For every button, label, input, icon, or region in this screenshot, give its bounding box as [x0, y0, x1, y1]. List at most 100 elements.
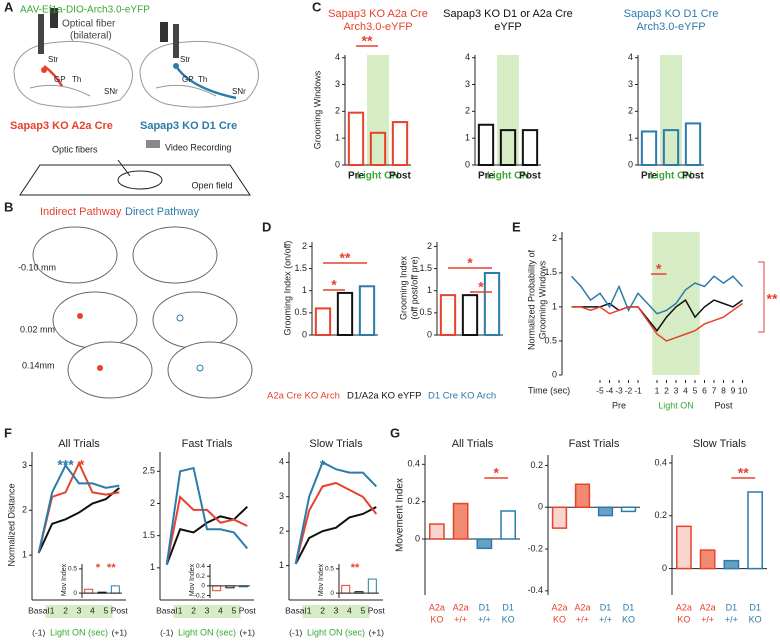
panel-b-art: [32, 226, 253, 399]
chart-title: Fast Trials: [569, 438, 620, 450]
x-tick-label: Pre: [641, 171, 658, 182]
x-tick-label: D1: [502, 602, 514, 612]
brain-outline: [13, 40, 133, 108]
label: (bilateral): [70, 31, 112, 42]
slice: [67, 341, 153, 399]
x-tick-label: Post: [519, 171, 541, 182]
x-tick-label: 1: [307, 605, 312, 615]
y-tick-label: 0.5: [544, 335, 557, 345]
label: Post: [714, 400, 733, 410]
label: SNr: [104, 87, 118, 96]
x-tick-label: 3: [674, 385, 679, 395]
y-tick-label: 0.4: [654, 457, 667, 467]
significance: **: [107, 562, 116, 574]
x-tick-label: 2: [320, 605, 325, 615]
line-series: [37, 463, 120, 554]
x-tick-label: 9: [731, 385, 736, 395]
x-tick-label: 5: [693, 385, 698, 395]
x-tick-label: Basal: [156, 605, 177, 615]
x-tick-label: 1: [655, 385, 660, 395]
bar: [500, 510, 516, 540]
chart-title: All Trials: [58, 438, 100, 450]
significance: *: [96, 562, 101, 574]
injection-site: [173, 63, 179, 69]
y-tick-label: 0.4: [407, 459, 420, 469]
x-tick-label: KO: [749, 614, 762, 624]
bar: [620, 506, 637, 513]
y-tick-label: 4: [628, 52, 633, 62]
label: Grooming Windows: [312, 70, 322, 149]
y-tick-label: 0: [552, 369, 557, 379]
fiber-site: [196, 364, 204, 372]
y-tick-label: 4: [279, 457, 284, 467]
significance: ***: [57, 457, 74, 473]
y-tick-label: 0: [302, 329, 307, 339]
y-tick-label: 2: [302, 241, 307, 251]
significance: **: [738, 465, 749, 481]
significance: *: [656, 261, 662, 277]
x-tick-label: 2: [63, 605, 68, 615]
y-tick-label: 1: [279, 560, 284, 570]
x-tick-label: +/+: [478, 614, 491, 624]
label: Str: [180, 55, 191, 64]
bar: [574, 483, 591, 508]
y-tick-label: 2: [335, 106, 340, 116]
bar: [358, 285, 376, 336]
bracket: [758, 261, 765, 333]
chart-title: Sapap3 KO D1 or A2a Cre: [443, 8, 573, 20]
x-tick-label: A2a: [551, 602, 567, 612]
label: Light ON (sec): [307, 627, 365, 637]
y-tick-label: 2: [22, 505, 27, 515]
x-tick-label: 5: [103, 605, 108, 615]
x-tick-label: +/+: [599, 614, 612, 624]
x-tick-label: -3: [615, 385, 623, 395]
y-tick-label: 2: [150, 498, 155, 508]
fiber-site: [176, 314, 184, 322]
line-series: [294, 460, 378, 565]
y-tick-label: 0: [330, 590, 334, 597]
chart-title: Sapap3 KO A2a Cre: [328, 8, 428, 20]
label: Indirect Pathway: [40, 206, 122, 218]
y-tick-label: 0.5: [294, 307, 307, 317]
y-tick-label: 1: [302, 285, 307, 295]
open-field-box: [19, 164, 251, 196]
x-tick-label: D1: [749, 602, 761, 612]
bar: [483, 272, 501, 336]
y-tick-label: 1: [465, 133, 470, 143]
x-tick-label: Post: [239, 605, 257, 615]
label: Grooming Windows: [537, 260, 547, 339]
light-on-shade: [367, 55, 389, 165]
x-tick-label: 5: [360, 605, 365, 615]
label: Normalized Probability of: [526, 249, 536, 350]
y-tick-label: 0: [628, 159, 633, 169]
y-tick-label: 0.2: [407, 496, 420, 506]
x-tick-label: 10: [738, 385, 748, 395]
label: Str: [48, 55, 59, 64]
chart-title: All Trials: [452, 438, 494, 450]
x-tick-label: 2: [664, 385, 669, 395]
significance: *: [467, 255, 473, 271]
significance: *: [494, 465, 500, 481]
bar: [439, 294, 457, 336]
camera: [146, 140, 160, 148]
y-tick-label: 1: [427, 285, 432, 295]
x-tick-label: 2: [191, 605, 196, 615]
x-tick-label: 4: [90, 605, 95, 615]
x-tick-label: A2a: [574, 602, 590, 612]
legend-entry: A2a Cre KO Arch: [267, 391, 340, 402]
y-tick-label: 0: [415, 533, 420, 543]
direct-projection: [174, 65, 237, 100]
fiber-site: [97, 365, 103, 371]
y-tick-label: 1.5: [544, 267, 557, 277]
mouse: [117, 170, 163, 190]
y-tick-label: 0.2: [654, 510, 667, 520]
panel-letter: D: [262, 219, 271, 234]
bar: [662, 129, 680, 166]
y-tick-label: 0.2: [196, 573, 205, 580]
slice: [167, 341, 253, 399]
y-tick-label: 2.5: [142, 466, 155, 476]
bar: [699, 549, 716, 570]
panel-letter: F: [4, 425, 12, 440]
label: (-1): [289, 627, 302, 637]
